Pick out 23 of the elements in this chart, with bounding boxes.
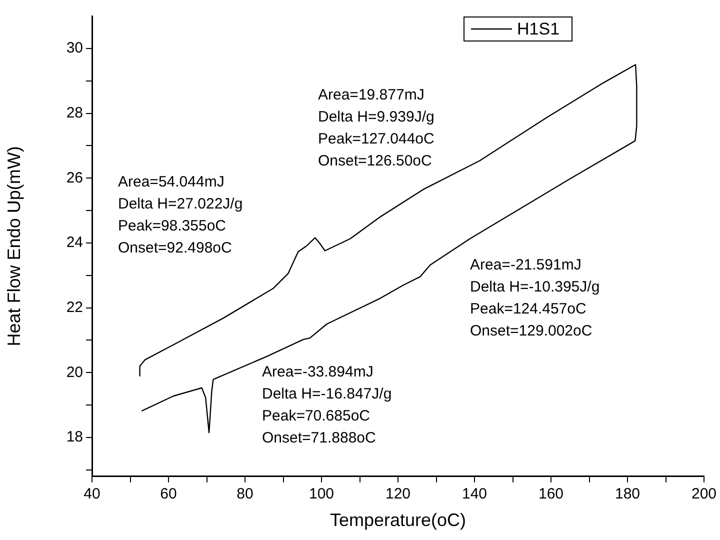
y-tick-label: 18	[66, 428, 83, 446]
y-tick-label: 30	[66, 40, 83, 57]
x-tick-label: 180	[614, 486, 640, 503]
y-tick-label: 24	[66, 234, 83, 252]
x-tick-label: 100	[308, 486, 334, 503]
x-tick-label: 140	[462, 486, 488, 503]
x-tick-label: 60	[160, 486, 177, 503]
x-tick-label: 160	[538, 486, 564, 503]
annotation: Area=54.044mJ Delta H=27.022J/g Peak=98.355oC Onset=92.498oC	[118, 174, 243, 257]
y-tick-label: 28	[66, 104, 83, 122]
x-tick-label: 120	[385, 486, 411, 503]
annotation: Area=-21.591mJ Delta H=-10.395J/g Peak=124.457oC Onset=129.002oC	[470, 256, 600, 340]
x-tick-label: 40	[84, 486, 100, 503]
x-axis-title: Temperature(oC)	[330, 510, 466, 530]
legend-label: H1S1	[517, 20, 560, 39]
y-tick-label: 26	[66, 169, 83, 186]
x-tick-label: 200	[691, 486, 717, 503]
y-tick-label: 20	[66, 364, 83, 381]
annotation: Area=-33.894mJ Delta H=-16.847J/g Peak=70.685oC Onset=71.888oC	[262, 364, 392, 447]
y-tick-label: 22	[66, 298, 83, 316]
y-axis-title: Heat Flow Endo Up(mW)	[4, 146, 24, 346]
x-tick-label: 80	[236, 486, 254, 503]
annotation: Area=19.877mJ Delta H=9.939J/g Peak=127.044oC Onset=126.50oC	[318, 86, 435, 170]
